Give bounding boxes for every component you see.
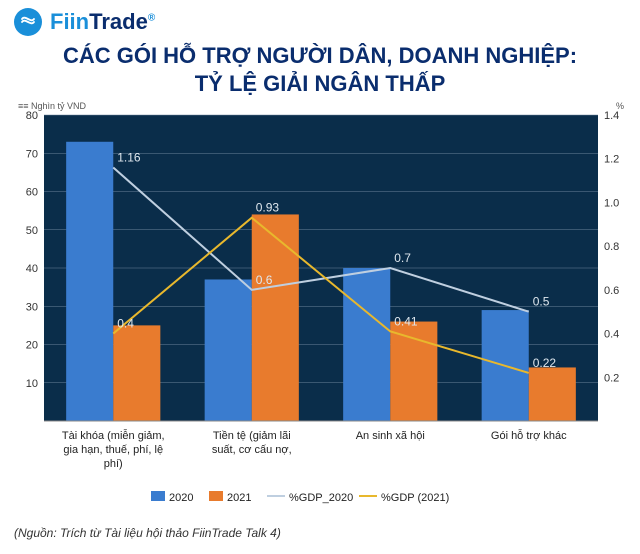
- legend-label: 2020: [169, 492, 193, 504]
- bar-2021: [529, 367, 576, 421]
- y-right-tick: 1.4: [604, 110, 619, 122]
- legend-swatch: [209, 491, 223, 501]
- chart-container: ≡≡ Nghìn tỷ VND % 10 20 30 40 50 60 70 80 0.2 0.4…: [10, 103, 630, 520]
- y-left-tick: 40: [26, 263, 38, 275]
- y-right-tick: 0.2: [604, 372, 619, 384]
- line-label: 0.93: [256, 201, 280, 215]
- legend-label: %GDP_2020: [289, 492, 353, 504]
- y-left-axis-label: ≡≡ Nghìn tỷ VND: [18, 101, 86, 111]
- line-label: 0.6: [256, 273, 273, 287]
- x-tick-label: phí): [104, 458, 123, 470]
- y-left-tick: 80: [26, 110, 38, 122]
- bar-2020: [66, 142, 113, 421]
- line-label: 1.16: [117, 150, 141, 164]
- brand-wordmark: FiinTrade®: [50, 9, 155, 35]
- x-tick-label: An sinh xã hội: [356, 430, 425, 442]
- legend-label: %GDP (2021): [381, 492, 449, 504]
- bar-2021: [252, 214, 299, 421]
- line-label: 0.22: [533, 356, 557, 370]
- bar-2021: [390, 322, 437, 421]
- y-left-tick: 20: [26, 340, 38, 352]
- header: FiinTrade®: [0, 0, 640, 40]
- x-tick-label: Tài khóa (miễn giảm,: [62, 429, 165, 442]
- y-right-tick: 0.6: [604, 285, 619, 297]
- chart-svg: 10 20 30 40 50 60 70 80 0.2 0.4 0.6 0.8 1.0 1.2 1.4 1.1…: [10, 103, 630, 515]
- brand-suffix: Trade: [89, 9, 148, 34]
- bar-2020: [343, 268, 390, 421]
- y-right-tick: 0.8: [604, 241, 619, 253]
- brand-reg: ®: [148, 13, 155, 24]
- page-title: CÁC GÓI HỖ TRỢ NGƯỜI DÂN, DOANH NGHIỆP: …: [0, 40, 640, 103]
- line-label: 0.5: [533, 295, 550, 309]
- y-left-tick: 70: [26, 148, 38, 160]
- x-tick-label: suất, cơ cấu nợ,: [212, 444, 292, 456]
- y-right-tick: 0.4: [604, 329, 619, 341]
- source-caption: (Nguồn: Trích từ Tài liệu hội thảo FiinT…: [0, 520, 640, 540]
- title-line-2: TỶ LỆ GIẢI NGÂN THẤP: [30, 70, 610, 98]
- y-right-tick: 1.2: [604, 154, 619, 166]
- line-label: 0.4: [117, 317, 134, 331]
- bar-2021: [113, 325, 160, 421]
- logo-icon: [14, 8, 42, 36]
- bar-2020: [205, 279, 252, 421]
- y-right-tick: 1.0: [604, 197, 619, 209]
- x-tick-label: Tiền tệ (giảm lãi: [213, 430, 291, 442]
- title-line-1: CÁC GÓI HỖ TRỢ NGƯỜI DÂN, DOANH NGHIỆP:: [30, 42, 610, 70]
- brand-prefix: Fiin: [50, 9, 89, 34]
- legend-label: 2021: [227, 492, 251, 504]
- line-label: 0.7: [394, 251, 411, 265]
- x-tick-label: gia hạn, thuế, phí, lệ: [63, 444, 163, 456]
- y-left-tick: 60: [26, 187, 38, 199]
- y-left-tick: 10: [26, 378, 38, 390]
- y-left-tick: 50: [26, 225, 38, 237]
- x-tick-label: Gói hỗ trợ khác: [491, 429, 567, 442]
- legend-swatch: [151, 491, 165, 501]
- y-left-tick: 30: [26, 301, 38, 313]
- line-label: 0.41: [394, 314, 418, 328]
- y-right-axis-label: %: [616, 101, 624, 111]
